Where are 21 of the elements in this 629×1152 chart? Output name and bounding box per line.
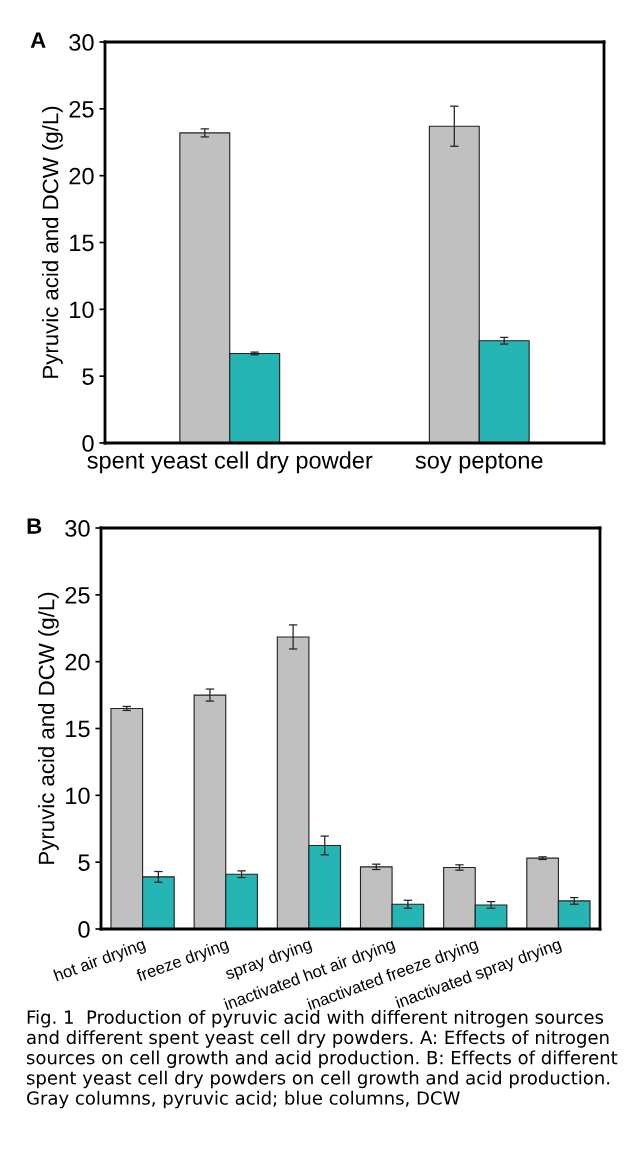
chart-title: B — [27, 518, 42, 534]
y-tick-label: 10 — [70, 301, 94, 319]
y-tick-label: 20 — [65, 653, 90, 671]
y-tick-label: 0 — [82, 435, 94, 452]
chart-title: A — [30, 32, 46, 48]
y-tick-label: 5 — [78, 854, 90, 871]
y-tick-label: 5 — [82, 368, 94, 385]
y-axis-title: Pyruvic acid and DCW (g/L) — [38, 592, 59, 864]
y-axis-title: Pyruvic acid and DCW (g/L) — [42, 106, 63, 378]
y-tick-label: 30 — [65, 520, 90, 537]
y-tick-label: 15 — [70, 234, 94, 252]
x-tick-label: soy peptone — [415, 453, 543, 474]
y-tick-label: 25 — [69, 100, 94, 118]
y-tick-label: 25 — [65, 586, 90, 604]
y-tick-label: 30 — [69, 34, 94, 51]
caption: Fig. 1 Production of pyruvic acid with different nitrogen sources and different spent yeast cell dry powders. A: Effects of nitrogen sources on cell growth and acid production. B: Effects of different spent yeast cell dry powders on cell growth and acid production. Gray columns, pyruvic acid; blue columns, DCW — [26, 1010, 618, 1109]
y-tick-label: 10 — [66, 787, 90, 805]
y-tick-label: 15 — [66, 720, 90, 738]
y-tick-label: 20 — [69, 167, 94, 185]
x-tick-label: spent yeast cell dry powder — [87, 451, 373, 474]
y-tick-label: 0 — [78, 921, 90, 938]
